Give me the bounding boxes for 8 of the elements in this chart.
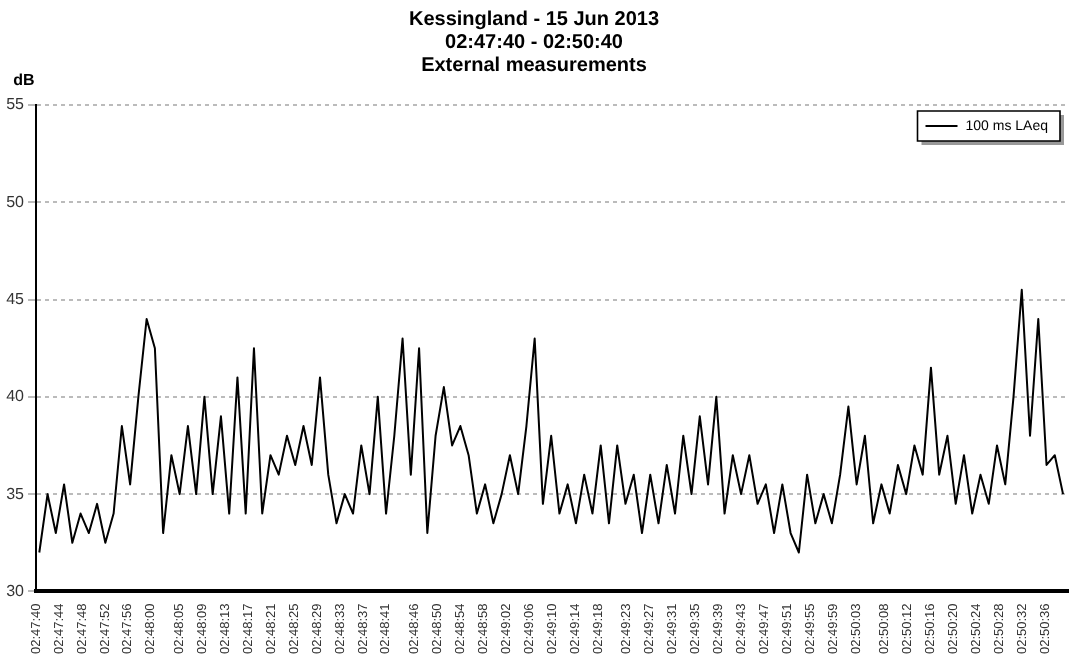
y-tick-label: 40 xyxy=(6,387,26,406)
y-tick-label: 55 xyxy=(6,95,26,114)
y-tick-label: 30 xyxy=(6,581,26,600)
y-axis-title: dB xyxy=(13,71,36,90)
y-tick-label: 45 xyxy=(6,289,26,308)
y-tick-label: 35 xyxy=(6,484,26,503)
y-tick-label: 50 xyxy=(6,192,26,211)
chart-title: Kessingland - 15 Jun 2013 02:47:40 - 02:50:40 External measurements xyxy=(408,9,660,77)
